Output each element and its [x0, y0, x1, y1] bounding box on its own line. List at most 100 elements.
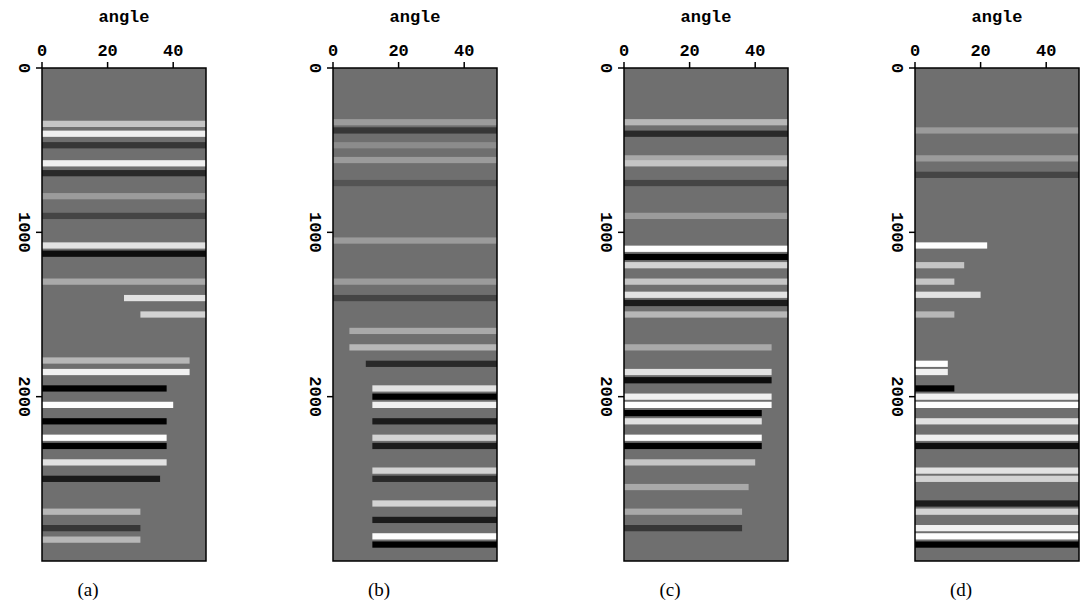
- y-tick-label: 2000: [596, 376, 615, 417]
- x-tick: [980, 62, 982, 68]
- x-tick-label: 20: [97, 42, 117, 61]
- reflector: [366, 361, 497, 367]
- reflector: [372, 394, 497, 400]
- reflector: [349, 344, 497, 350]
- frame: [624, 68, 788, 561]
- reflector: [915, 311, 954, 317]
- y-tick: [909, 396, 915, 398]
- y-tick-label: 2000: [305, 376, 324, 417]
- y-tick-label: 2000: [887, 376, 906, 417]
- x-axis-title: angle: [680, 8, 731, 27]
- reflector: [624, 443, 762, 449]
- reflector: [624, 410, 762, 416]
- reflector: [42, 131, 206, 137]
- y-tick: [618, 396, 624, 398]
- reflector: [333, 157, 497, 163]
- x-tick-label: 40: [1036, 42, 1056, 61]
- reflector: [333, 119, 497, 125]
- reflector: [915, 500, 1079, 506]
- reflector: [372, 385, 497, 391]
- panel-label: (c): [659, 579, 680, 601]
- frame: [915, 68, 1079, 561]
- reflector: [624, 377, 772, 383]
- reflector: [624, 300, 788, 306]
- figure: 0 20 40 angle 0 1000 2000 (a) 0 20 40 angle 0 1000 200…: [0, 0, 1083, 609]
- panel-label: (d): [950, 579, 972, 601]
- reflector: [42, 418, 167, 424]
- reflector: [915, 172, 1079, 178]
- y-tick: [36, 396, 42, 398]
- x-tick: [398, 62, 400, 68]
- y-tick: [618, 67, 624, 69]
- reflector: [624, 435, 762, 441]
- y-tick: [909, 232, 915, 234]
- reflector: [624, 292, 788, 298]
- reflector: [124, 295, 206, 301]
- plot-area: [42, 68, 206, 561]
- x-tick: [689, 62, 691, 68]
- plot-area: [333, 68, 497, 561]
- reflector: [333, 295, 497, 301]
- reflector: [915, 418, 1079, 424]
- y-tick-label: 2000: [14, 376, 33, 417]
- x-tick-label: 0: [328, 42, 338, 61]
- reflector: [915, 127, 1079, 133]
- y-tick: [327, 232, 333, 234]
- reflector: [915, 242, 987, 248]
- x-tick-label: 40: [745, 42, 765, 61]
- background: [42, 68, 206, 561]
- reflector: [624, 254, 788, 260]
- panel: 02040angle010002000(c): [596, 8, 788, 601]
- x-tick: [914, 62, 916, 68]
- reflector: [333, 142, 497, 148]
- panel-label: (a): [77, 579, 98, 601]
- x-tick: [332, 62, 334, 68]
- plot-area: [915, 68, 1079, 561]
- reflector: [42, 525, 140, 531]
- reflector: [372, 517, 497, 523]
- y-tick: [36, 232, 42, 234]
- reflector: [333, 237, 497, 243]
- y-tick-label: 0: [887, 63, 906, 73]
- y-tick-label: 0: [305, 63, 324, 73]
- reflector: [42, 213, 206, 219]
- x-tick-label: 0: [37, 42, 47, 61]
- background: [624, 68, 788, 561]
- reflector: [915, 155, 1079, 161]
- reflector: [915, 385, 954, 391]
- x-tick: [107, 62, 109, 68]
- reflector: [915, 467, 1079, 473]
- reflector: [42, 160, 206, 166]
- reflector: [42, 369, 190, 375]
- reflector: [42, 251, 206, 257]
- reflector: [42, 193, 206, 199]
- reflector: [624, 459, 755, 465]
- y-tick-label: 1000: [596, 212, 615, 253]
- x-tick: [1045, 62, 1047, 68]
- panel: 02040angle010002000(b): [305, 8, 497, 601]
- y-tick: [327, 67, 333, 69]
- x-axis-title: angle: [389, 8, 440, 27]
- y-tick-label: 1000: [887, 212, 906, 253]
- reflector: [333, 127, 497, 133]
- reflector: [915, 262, 964, 268]
- reflector: [372, 476, 497, 482]
- frame: [333, 68, 497, 561]
- reflector: [624, 160, 788, 166]
- y-tick: [618, 232, 624, 234]
- reflector: [624, 262, 788, 268]
- reflector: [42, 121, 206, 127]
- reflector: [42, 402, 173, 408]
- reflector: [915, 533, 1079, 539]
- reflector: [915, 525, 1079, 531]
- x-tick-label: 20: [679, 42, 699, 61]
- reflector: [915, 402, 1079, 408]
- reflector: [915, 361, 948, 367]
- reflector: [624, 394, 772, 400]
- y-tick-label: 1000: [14, 212, 33, 253]
- reflector: [372, 435, 497, 441]
- reflector: [333, 279, 497, 285]
- reflector: [372, 541, 497, 547]
- x-tick-label: 0: [619, 42, 629, 61]
- reflector: [624, 119, 788, 125]
